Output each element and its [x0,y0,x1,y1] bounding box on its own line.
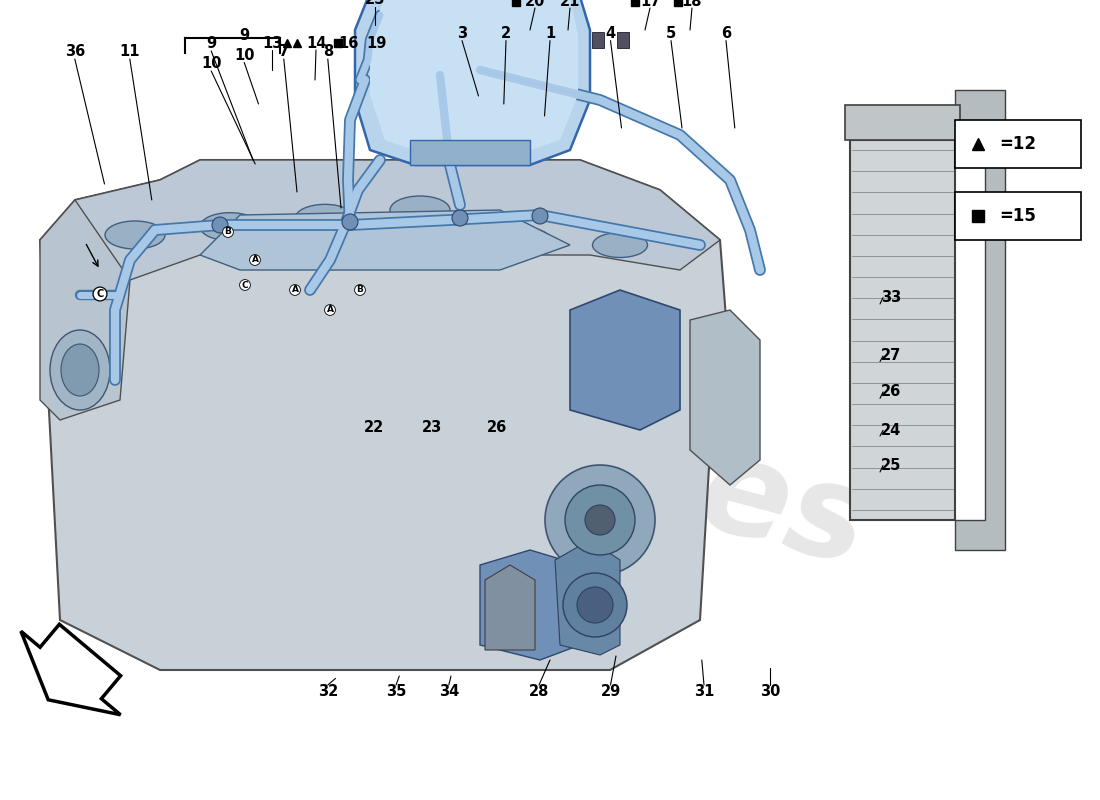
Circle shape [585,505,615,535]
Text: 4: 4 [605,26,616,41]
Text: 16: 16 [339,35,360,50]
Ellipse shape [390,196,450,224]
Text: 29: 29 [601,685,620,699]
Circle shape [565,485,635,555]
Text: 26: 26 [881,385,901,399]
Text: C: C [242,281,249,290]
Ellipse shape [200,213,260,241]
Ellipse shape [104,221,165,249]
Circle shape [342,214,358,230]
Text: A: A [327,306,333,314]
Text: B: B [356,286,363,294]
Text: 26: 26 [487,421,507,435]
Text: =12: =12 [999,135,1036,153]
Bar [850,140,955,520]
Text: A: A [252,255,258,265]
Polygon shape [200,210,570,270]
Text: 6: 6 [720,26,732,41]
Polygon shape [75,160,720,310]
Polygon shape [690,310,760,485]
Polygon shape [410,140,530,165]
Circle shape [563,573,627,637]
Bar [955,120,1081,168]
Bar [845,105,960,140]
Polygon shape [21,624,121,714]
Text: 25: 25 [365,0,385,7]
Text: 20: 20 [525,0,546,10]
Text: 24: 24 [881,423,901,438]
Text: 30: 30 [760,685,780,699]
Text: 10: 10 [234,49,254,63]
Polygon shape [370,0,578,152]
Text: 11: 11 [120,45,140,59]
Text: 1: 1 [544,26,556,41]
Circle shape [452,210,468,226]
Text: 9: 9 [206,37,217,51]
Ellipse shape [496,227,551,253]
Text: 17: 17 [640,0,660,10]
Ellipse shape [302,218,358,242]
Polygon shape [570,290,680,430]
Circle shape [212,217,228,233]
Text: 14: 14 [306,35,327,50]
Text: 36: 36 [65,45,85,59]
Circle shape [544,465,654,575]
Text: 22: 22 [364,421,384,435]
Text: 3: 3 [456,26,468,41]
Text: 13: 13 [262,35,283,50]
Text: 25: 25 [881,458,901,473]
Text: 32: 32 [318,685,338,699]
Text: 2: 2 [500,26,512,41]
Polygon shape [485,565,535,650]
Bar [955,192,1081,240]
Ellipse shape [50,330,110,410]
Text: 28: 28 [529,685,549,699]
Text: C: C [97,289,103,299]
Bar [617,32,629,48]
Polygon shape [480,550,580,660]
Text: 21: 21 [560,0,580,10]
Text: 19: 19 [366,35,386,50]
Text: 35: 35 [386,685,406,699]
Text: 7: 7 [278,45,289,59]
Polygon shape [40,200,130,420]
Text: 9: 9 [239,28,250,42]
Text: 10: 10 [201,57,221,71]
Text: eurospares: eurospares [43,254,881,594]
Text: 34: 34 [439,685,459,699]
Ellipse shape [399,222,454,247]
Text: 33: 33 [881,290,901,305]
Polygon shape [955,90,1005,550]
Polygon shape [556,540,620,655]
Bar [592,32,604,48]
Ellipse shape [60,344,99,396]
Text: B: B [224,227,231,237]
Text: 31: 31 [694,685,714,699]
Polygon shape [355,0,590,165]
Text: 8: 8 [322,45,333,59]
Text: A: A [292,286,298,294]
Ellipse shape [295,204,355,232]
Ellipse shape [593,233,648,258]
Text: =15: =15 [999,207,1036,225]
Polygon shape [40,160,730,670]
Text: a passion since 1985: a passion since 1985 [301,499,623,573]
Circle shape [578,587,613,623]
Text: 27: 27 [881,349,901,363]
Text: 18: 18 [682,0,702,10]
Text: 5: 5 [666,26,676,41]
Circle shape [532,208,548,224]
Text: 23: 23 [422,421,442,435]
